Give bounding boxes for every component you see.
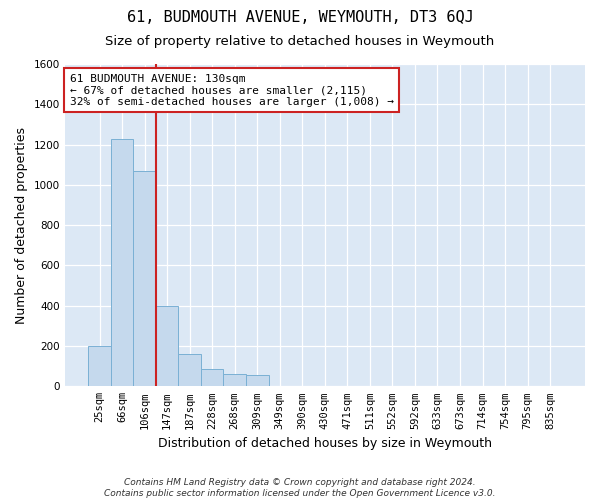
X-axis label: Distribution of detached houses by size in Weymouth: Distribution of detached houses by size … — [158, 437, 492, 450]
Text: Contains HM Land Registry data © Crown copyright and database right 2024.
Contai: Contains HM Land Registry data © Crown c… — [104, 478, 496, 498]
Bar — [223, 374, 246, 386]
Bar — [201, 369, 223, 386]
Text: 61 BUDMOUTH AVENUE: 130sqm
← 67% of detached houses are smaller (2,115)
32% of s: 61 BUDMOUTH AVENUE: 130sqm ← 67% of deta… — [70, 74, 394, 107]
Bar — [133, 171, 156, 386]
Bar — [178, 354, 201, 386]
Bar — [111, 138, 133, 386]
Bar — [156, 306, 178, 386]
Bar — [88, 346, 111, 387]
Bar — [246, 375, 269, 386]
Text: Size of property relative to detached houses in Weymouth: Size of property relative to detached ho… — [106, 35, 494, 48]
Text: 61, BUDMOUTH AVENUE, WEYMOUTH, DT3 6QJ: 61, BUDMOUTH AVENUE, WEYMOUTH, DT3 6QJ — [127, 10, 473, 25]
Y-axis label: Number of detached properties: Number of detached properties — [15, 126, 28, 324]
